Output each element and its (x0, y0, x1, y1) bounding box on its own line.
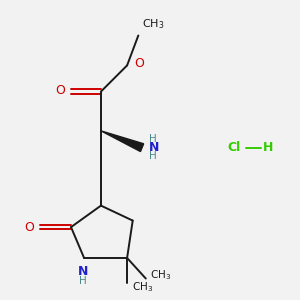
Text: O: O (25, 220, 34, 234)
Text: CH$_3$: CH$_3$ (132, 280, 153, 294)
Polygon shape (101, 131, 144, 152)
Text: CH$_3$: CH$_3$ (142, 17, 164, 31)
Text: H: H (148, 134, 156, 144)
Text: N: N (148, 141, 159, 154)
Text: CH$_3$: CH$_3$ (151, 268, 172, 282)
Text: Cl: Cl (227, 141, 240, 154)
Text: O: O (56, 84, 65, 97)
Text: O: O (135, 57, 145, 70)
Text: H: H (79, 276, 87, 286)
Text: N: N (78, 266, 88, 278)
Text: H: H (262, 141, 273, 154)
Text: H: H (148, 151, 156, 161)
